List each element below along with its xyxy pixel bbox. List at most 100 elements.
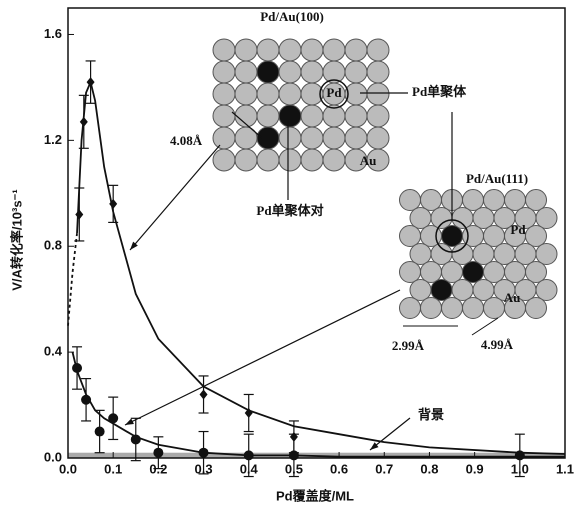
leader-line [129, 144, 221, 251]
atom [366, 148, 390, 172]
atom [366, 104, 390, 128]
atom [525, 261, 547, 283]
atom [399, 297, 421, 319]
atom [535, 243, 558, 265]
arrow-head [130, 241, 138, 250]
fit-curve [67, 232, 78, 326]
annotation: 背景 [418, 407, 444, 422]
atom [256, 104, 280, 128]
atom [462, 297, 484, 319]
annotation: Pd单聚体 [412, 84, 467, 99]
atom [278, 104, 302, 128]
atom [483, 189, 505, 211]
fit-curve [71, 351, 565, 458]
atom [525, 225, 547, 247]
atom [441, 261, 463, 283]
data-point [81, 394, 92, 405]
y-tick-label: 1.6 [44, 26, 62, 41]
atom [493, 243, 516, 265]
atom [300, 38, 324, 62]
atom [234, 148, 258, 172]
annotation: Pd/Au(100) [260, 9, 324, 24]
atom [451, 207, 474, 229]
data-point [288, 450, 299, 461]
y-tick-label: 0.0 [44, 449, 62, 464]
atom [278, 148, 302, 172]
x-tick-label: 0.1 [104, 461, 122, 476]
data-point [86, 77, 95, 88]
atom [256, 126, 280, 150]
atom [212, 148, 236, 172]
atom [366, 82, 390, 106]
y-axis-label: V/A转化率/10³s⁻¹ [9, 189, 24, 291]
data-point [108, 413, 119, 424]
atom [472, 279, 495, 301]
atom [430, 207, 453, 229]
atom [234, 82, 258, 106]
atom [399, 261, 421, 283]
data-point [130, 434, 141, 445]
atom [256, 82, 280, 106]
annotation: Pd [510, 222, 526, 237]
dimension-line [471, 317, 499, 336]
x-tick-label: 0.7 [375, 461, 393, 476]
fit-curve [76, 79, 566, 455]
annotation: 4.99Å [481, 337, 514, 352]
data-point [244, 408, 253, 418]
atom [278, 126, 302, 150]
annotation: Au [360, 153, 377, 168]
annotation: Pd单聚体对 [256, 203, 323, 218]
data-point [79, 116, 88, 127]
atom [212, 38, 236, 62]
atom [472, 207, 495, 229]
atom [366, 60, 390, 84]
atom [344, 104, 368, 128]
atom [256, 38, 280, 62]
atom [300, 60, 324, 84]
atom [535, 207, 558, 229]
atom [451, 279, 474, 301]
atom [430, 243, 453, 265]
atom [420, 261, 442, 283]
atom [212, 126, 236, 150]
atom [483, 261, 505, 283]
x-axis-label: Pd覆盖度/ML [276, 488, 354, 503]
inset-au111 [399, 189, 558, 319]
x-tick-label: 0.9 [466, 461, 484, 476]
atom [300, 104, 324, 128]
data-point [109, 198, 118, 209]
atom [409, 279, 432, 301]
atom [322, 126, 346, 150]
y-tick-label: 0.8 [44, 238, 62, 253]
atom [322, 148, 346, 172]
annotation: Pd/Au(111) [466, 171, 528, 186]
atom [525, 189, 547, 211]
plot-frame [67, 7, 566, 459]
annotation: 4.08Å [170, 133, 203, 148]
atom [212, 82, 236, 106]
atom [278, 60, 302, 84]
atom [322, 38, 346, 62]
leader-line [231, 111, 263, 139]
atom [256, 148, 280, 172]
atom [483, 225, 505, 247]
x-tick-label: 0.0 [59, 461, 77, 476]
leader-line [124, 289, 401, 426]
atom [278, 82, 302, 106]
data-point [199, 389, 208, 400]
x-tick-label: 1.1 [556, 461, 574, 476]
atom [366, 126, 390, 150]
atom [399, 189, 421, 211]
atom [278, 38, 302, 62]
atom [300, 148, 324, 172]
atom [441, 225, 463, 247]
y-tick-label: 1.2 [44, 132, 62, 147]
atom [462, 189, 484, 211]
atom [451, 243, 474, 265]
atom [472, 243, 495, 265]
atom [525, 297, 547, 319]
atom [535, 279, 558, 301]
arrow-head [125, 418, 134, 425]
annotation: 2.99Å [392, 338, 425, 353]
